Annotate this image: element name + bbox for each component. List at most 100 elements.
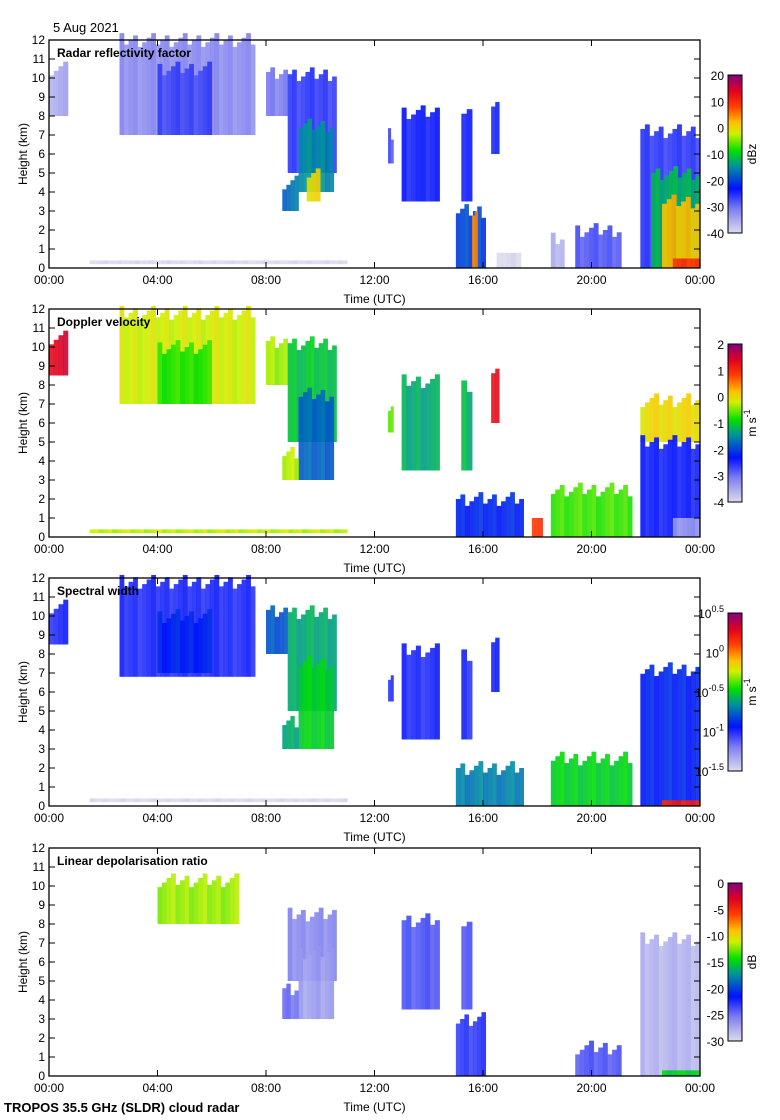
echo-cell [180,351,185,404]
y-tick-label: 3 [38,1012,45,1026]
echo-cell [121,798,127,803]
echo-cell [695,400,701,442]
x-tick-label: 08:00 [251,273,281,287]
echo-cell [690,800,696,806]
echo-cell [298,396,304,480]
echo-cell [511,252,517,268]
echo-cell [279,529,285,534]
echo-cell [184,529,190,534]
echo-cell [53,608,59,645]
echo-cell [501,770,506,806]
echo-cell [266,71,271,116]
echo-cell [171,613,176,673]
echo-cell [332,614,337,711]
x-axis-label: Time (UTC) [343,830,405,844]
echo-cell [306,260,312,265]
echo-cell [329,665,335,749]
echo-cell [247,260,253,265]
echo-cell [162,353,167,404]
echo-cell [342,529,348,534]
echo-cell [284,529,289,534]
echo-cell [695,258,701,268]
echo-cell [406,385,412,471]
echo-cell [411,650,417,740]
echo-cell [275,798,280,803]
echo-cell [157,887,163,924]
echo-cell [232,46,238,136]
echo-cell [274,616,280,654]
echo-cell [171,260,176,265]
echo-cell [121,529,127,534]
echo-cell [151,305,156,404]
echo-cell [112,260,118,265]
echo-cell [243,260,249,265]
echo-cell [146,37,152,135]
echo-cell [103,798,109,803]
echo-cell [297,529,303,534]
echo-cell [491,373,496,423]
x-tick-label: 12:00 [359,811,389,825]
echo-cell [644,943,650,1076]
echo-cell [180,529,185,534]
y-tick-label: 4 [38,993,45,1007]
echo-cell [225,882,231,924]
x-tick-label: 00:00 [685,1081,715,1095]
echo-cell [130,798,136,803]
echo-cell [591,751,597,806]
echo-cell [274,78,280,116]
echo-cell [579,236,585,268]
echo-cell [644,669,650,806]
colorbar-tick-label: 2 [717,338,724,352]
echo-cell [658,946,664,1076]
echo-cell [63,330,69,376]
echo-cell [243,529,249,534]
echo-cell [180,260,185,265]
echo-cell [627,496,633,537]
echo-cell [166,349,172,404]
echo-cell [654,393,659,442]
y-tick-label: 9 [38,628,45,642]
echo-cell [415,376,421,471]
echo-cell [261,798,267,803]
echo-cell [247,798,253,803]
echo-cell [229,878,235,924]
echo-cell [103,529,109,534]
echo-cell [121,260,127,265]
echo-cell [180,798,185,803]
echo-cell [238,529,244,534]
echo-cell [324,670,330,749]
x-tick-label: 04:00 [142,273,172,287]
echo-cell [189,63,194,135]
echo-cell [229,798,235,803]
echo-cell [658,448,664,537]
echo-cell [216,260,222,265]
echo-cell [282,988,287,1019]
echo-cell [342,798,348,803]
echo-cell [279,260,285,265]
echo-cell [651,173,656,268]
echo-cell [338,798,344,803]
echo-cell [579,1049,585,1076]
x-axis-label: Time (UTC) [343,292,405,306]
echo-cell [143,260,149,265]
echo-cell [125,260,131,265]
echo-cell [133,35,138,135]
echo-cell [654,676,659,806]
superscript: 0.5 [711,604,724,614]
echo-cell [681,442,687,537]
echo-cell [189,611,194,673]
echo-cell [323,69,328,173]
echo-cell [214,574,220,677]
echo-cell [211,529,217,534]
echo-cell [315,260,321,265]
echo-cell [202,613,208,673]
colorbar-label: m s-1 [742,678,759,705]
echo-cell [681,1070,687,1076]
echo-cell [662,800,668,806]
echo-cell [390,406,394,433]
plot-frame [48,847,701,1077]
echo-cell [287,74,293,173]
echo-cell [473,765,479,806]
echo-cell [430,112,436,202]
